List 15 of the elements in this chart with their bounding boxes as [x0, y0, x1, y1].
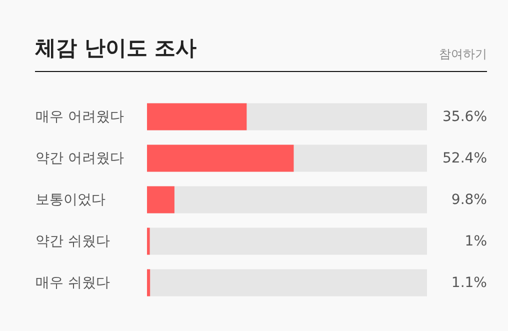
y-tick-label: 보통이었다	[36, 192, 106, 208]
data-label: 1.1%	[451, 274, 487, 291]
bar	[147, 228, 150, 255]
text: 참여하기	[439, 46, 487, 63]
y-tick-label: 약간 어려웠다	[36, 150, 124, 166]
y-tick-label: 매우 쉬웠다	[36, 274, 110, 291]
data-label: 1%	[464, 233, 487, 250]
data-label: 52.4%	[442, 150, 487, 166]
bar	[147, 269, 150, 296]
y-tick-label: 약간 쉬웠다	[36, 233, 110, 250]
y-tick-label: 매우 어려웠다	[36, 108, 124, 125]
bar	[147, 186, 174, 214]
data-label: 9.8%	[451, 192, 487, 208]
chart-title: 체감 난이도 조사	[35, 35, 197, 62]
data-label: 35.6%	[442, 108, 487, 125]
